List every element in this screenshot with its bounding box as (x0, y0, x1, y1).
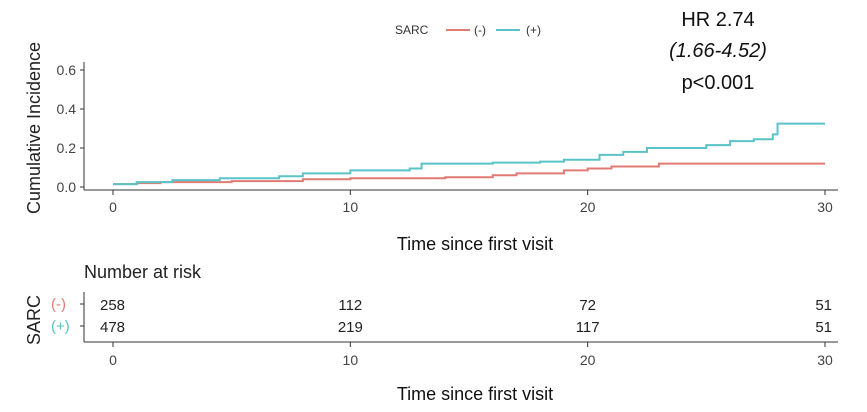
y-tick-label: 0.2 (57, 140, 77, 156)
risk-values: 258 112 72 51 478 219 117 51 (100, 297, 832, 336)
risk-value-pos: 117 (576, 319, 600, 336)
risk-value-pos: 478 (100, 319, 125, 336)
y-axis-label: Cumulative Incidence (24, 42, 44, 214)
hr-ci: (1.66-4.52) (669, 40, 767, 62)
risk-x-ticks: 0 10 20 30 (109, 342, 833, 368)
main-plot-axes (83, 62, 838, 191)
hr-value: HR 2.74 (681, 9, 754, 31)
risk-x-tick-label: 20 (580, 352, 596, 368)
risk-x-tick-label: 0 (109, 352, 117, 368)
x-tick-label: 0 (109, 199, 117, 215)
risk-x-tick-label: 30 (817, 352, 833, 368)
x-tick-label: 20 (580, 199, 596, 215)
risk-value-neg: 258 (100, 297, 125, 314)
risk-row-label-neg: (-) (51, 296, 66, 313)
risk-value-neg: 51 (815, 297, 832, 314)
y-tick-label: 0.6 (57, 62, 77, 78)
legend-title: SARC (395, 23, 429, 37)
risk-value-neg: 72 (579, 297, 596, 314)
risk-group-label: SARC (24, 295, 44, 345)
x-ticks: 0 10 20 30 (109, 190, 833, 215)
x-tick-label: 10 (343, 199, 359, 215)
y-tick-label: 0.0 (57, 179, 77, 195)
risk-x-axis-label: Time since first visit (397, 384, 553, 404)
risk-x-tick-label: 10 (343, 352, 359, 368)
series-layer (113, 122, 825, 186)
series-line-sarc-positive (113, 122, 825, 186)
legend-label-neg: (-) (474, 23, 486, 37)
y-tick-label: 0.4 (57, 101, 77, 117)
x-axis-label: Time since first visit (397, 234, 553, 254)
legend: SARC (-) (+) (395, 23, 541, 37)
risk-row-label-pos: (+) (51, 318, 70, 335)
x-tick-label: 30 (817, 199, 833, 215)
p-value: p<0.001 (682, 72, 755, 94)
risk-value-pos: 51 (815, 319, 832, 336)
y-ticks: 0.0 0.2 0.4 0.6 (57, 62, 84, 195)
hazard-ratio-annotation: HR 2.74 (1.66-4.52) p<0.001 (669, 9, 767, 94)
risk-value-pos: 219 (338, 319, 363, 336)
risk-table-title: Number at risk (84, 262, 202, 282)
legend-label-pos: (+) (526, 23, 541, 37)
risk-value-neg: 112 (338, 297, 362, 314)
